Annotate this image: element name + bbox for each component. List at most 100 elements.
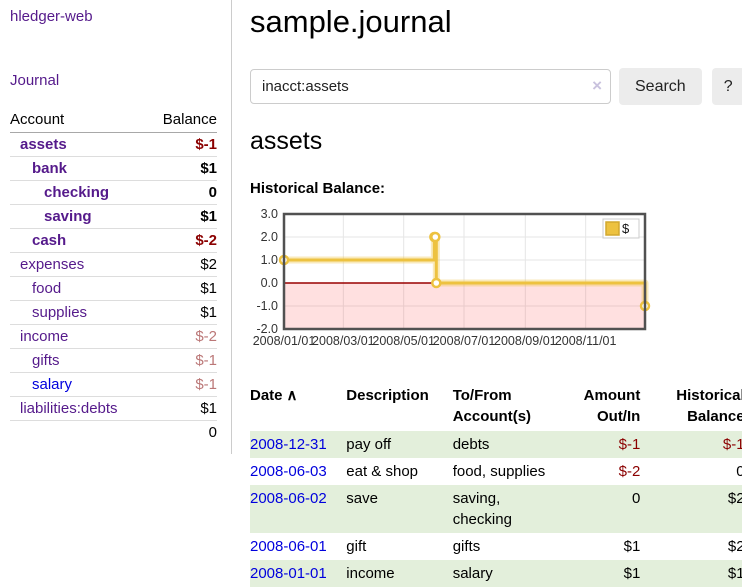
register-date-cell: 2008-01-01 <box>250 560 346 587</box>
sidebar-total-spacer <box>10 420 148 444</box>
nav-journal: Journal <box>10 72 217 89</box>
account-balance-table: Account Balance assets $-1 bank $1 checking 0… <box>10 108 217 444</box>
search-input[interactable] <box>250 69 611 104</box>
sidebar-account-link-gifts[interactable]: gifts <box>32 352 60 369</box>
historical-balance-chart: $3.0 2.0 1.0 0.0 -1.0 -2.0 2008/01/01 2008/03/0… <box>250 207 742 362</box>
register-accounts-cell: gifts <box>452 538 481 555</box>
register-balance-cell: $1 <box>727 565 742 582</box>
svg-text:0.0: 0.0 <box>261 276 278 290</box>
account-cell: food <box>10 276 148 301</box>
svg-text:$: $ <box>622 221 630 236</box>
chart-label: Historical Balance: <box>250 180 386 197</box>
sidebar-account-row: gifts $-1 <box>10 348 217 373</box>
account-cell: supplies <box>10 300 148 325</box>
search-button[interactable]: Search <box>619 68 702 105</box>
svg-text:2008/03/01: 2008/03/01 <box>312 334 375 348</box>
sidebar-account-row: bank $1 <box>10 156 217 181</box>
register-date-cell: 2008-06-01 <box>250 533 346 560</box>
account-cell: gifts <box>10 348 148 373</box>
register-row: 2008-06-02 save saving, checking 0 $2 <box>250 485 742 533</box>
sidebar-account-link-expenses[interactable]: expenses <box>20 256 85 273</box>
register-row: 2008-06-01 gift gifts $1 $2 <box>250 533 742 560</box>
account-cell: saving <box>10 204 148 229</box>
description-column-header: Description <box>346 387 429 404</box>
app-title: hledger-web <box>10 8 217 25</box>
account-cell: liabilities:debts <box>10 396 148 421</box>
register-accounts-cell: saving, checking <box>452 490 512 528</box>
sidebar: hledger-web Journal Account Balance asse… <box>0 0 232 454</box>
sidebar-total-value: 0 <box>147 420 217 444</box>
register-header-row: Date ∧ Description To/From Account(s) Amo… <box>250 382 742 431</box>
sidebar-account-row: salary $-1 <box>10 372 217 397</box>
clear-search-icon[interactable]: × <box>592 76 602 95</box>
sidebar-account-row: saving $1 <box>10 204 217 229</box>
sidebar-account-link-income[interactable]: income <box>20 328 69 345</box>
sort-asc-icon[interactable]: ∧ <box>286 387 298 404</box>
sidebar-account-row: supplies $1 <box>10 300 217 325</box>
sidebar-account-balance: $2 <box>147 252 217 277</box>
journal-link[interactable]: Journal <box>10 72 60 89</box>
sidebar-account-link-salary[interactable]: salary <box>32 376 73 393</box>
register-amount-cell: $-1 <box>618 436 641 453</box>
register-amount-cell: 0 <box>631 490 641 507</box>
register-date-link[interactable]: 2008-01-01 <box>250 565 327 582</box>
sidebar-account-row: assets $-1 <box>10 132 217 157</box>
account-cell: expenses <box>10 252 148 277</box>
register-accounts-cell: debts <box>452 436 490 453</box>
date-column-header: Date ∧ <box>250 387 298 404</box>
sidebar-account-link-food[interactable]: food <box>32 280 62 297</box>
help-button[interactable]: ? <box>711 68 742 105</box>
register-description-cell: gift <box>346 538 367 555</box>
svg-text:2.0: 2.0 <box>261 230 278 244</box>
sidebar-account-balance: $-1 <box>147 132 217 157</box>
svg-text:2008/07/01: 2008/07/01 <box>433 334 496 348</box>
register-row: 2008-01-01 income salary $1 $1 <box>250 560 742 587</box>
register-balance-cell: $2 <box>727 538 742 555</box>
svg-text:3.0: 3.0 <box>261 208 278 221</box>
sidebar-account-row: food $1 <box>10 276 217 301</box>
sidebar-account-balance: $-1 <box>147 372 217 397</box>
register-balance-cell: 0 <box>736 463 742 480</box>
search-box: × <box>250 69 611 104</box>
register-description-cell: pay off <box>346 436 392 453</box>
sidebar-account-balance: 0 <box>147 180 217 205</box>
register-balance-cell: $-1 <box>722 436 742 453</box>
sidebar-account-link-checking[interactable]: checking <box>44 184 110 201</box>
register-accounts-cell: food, supplies <box>452 463 546 480</box>
sidebar-account-row: income $-2 <box>10 324 217 349</box>
sidebar-account-link-bank[interactable]: bank <box>32 160 68 177</box>
app-title-link[interactable]: hledger-web <box>10 8 93 25</box>
sidebar-account-balance: $-2 <box>147 228 217 253</box>
sidebar-account-balance: $1 <box>147 276 217 301</box>
account-cell: checking <box>10 180 148 205</box>
sidebar-account-link-assets[interactable]: assets <box>20 136 67 153</box>
sidebar-account-balance: $-2 <box>147 324 217 349</box>
page-title: sample.journal <box>250 4 452 39</box>
sidebar-account-link-cash[interactable]: cash <box>32 232 67 249</box>
accounts-column-header: To/From Account(s) <box>452 387 532 425</box>
register-date-link[interactable]: 2008-06-03 <box>250 463 327 480</box>
register-description-cell: save <box>346 490 378 507</box>
register-date-link[interactable]: 2008-06-01 <box>250 538 327 555</box>
register-accounts-cell: salary <box>452 565 493 582</box>
register-amount-cell: $-2 <box>618 463 641 480</box>
sidebar-account-link-supplies[interactable]: supplies <box>32 304 88 321</box>
sidebar-total-row: 0 <box>10 420 217 444</box>
sidebar-account-balance: $1 <box>147 204 217 229</box>
register-amount-cell: $1 <box>623 565 641 582</box>
amount-column-header: Amount Out/In <box>583 387 641 425</box>
account-heading: assets <box>250 127 323 155</box>
register-date-link[interactable]: 2008-06-02 <box>250 490 327 507</box>
register-date-link[interactable]: 2008-12-31 <box>250 436 327 453</box>
balance-column-header-main: Historical Balance <box>676 387 742 425</box>
svg-text:-1.0: -1.0 <box>256 299 278 313</box>
register-description-cell: eat & shop <box>346 463 418 480</box>
sidebar-account-row: expenses $2 <box>10 252 217 277</box>
register-date-cell: 2008-06-02 <box>250 485 346 533</box>
sidebar-account-balance: $1 <box>147 300 217 325</box>
svg-text:1.0: 1.0 <box>261 253 278 267</box>
sidebar-account-link-liabilities-debts[interactable]: liabilities:debts <box>20 400 118 417</box>
svg-text:2008/01/01: 2008/01/01 <box>253 334 316 348</box>
sidebar-account-link-saving[interactable]: saving <box>44 208 92 225</box>
